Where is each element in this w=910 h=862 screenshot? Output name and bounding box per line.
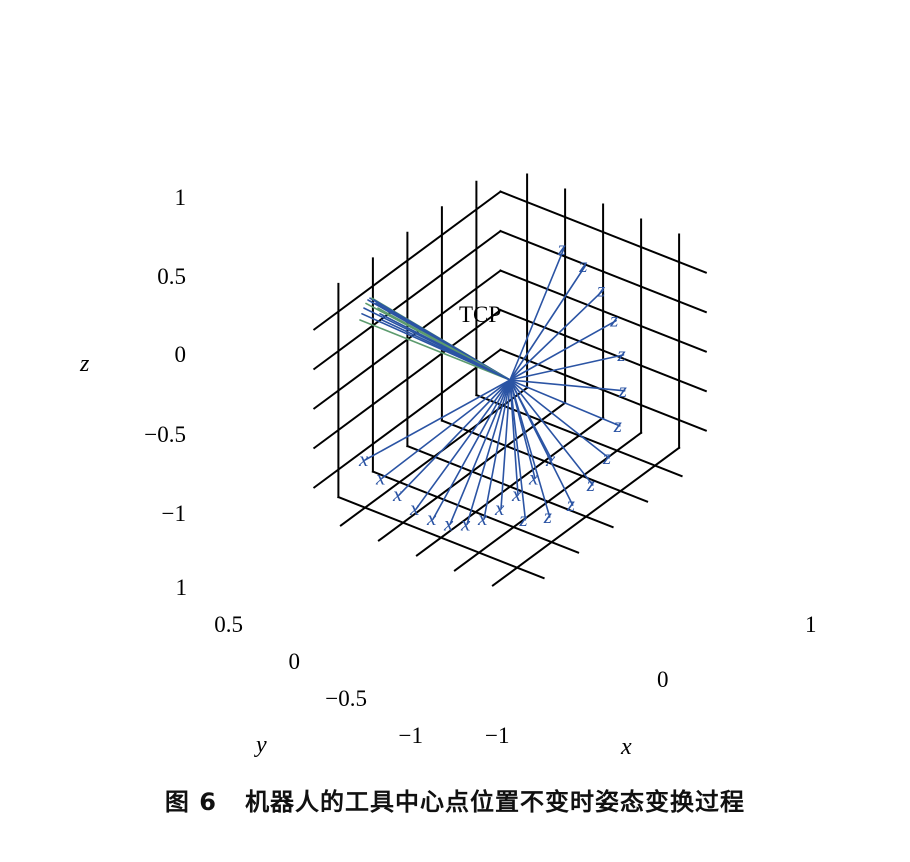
z-tick-label: −0.5 [144, 422, 186, 447]
tool-x-axis-label: x [460, 511, 471, 535]
figure-caption-text: 机器人的工具中心点位置不变时姿态变换过程 [245, 788, 746, 816]
tool-x-axis-label: x [409, 496, 420, 520]
tool-x-axis-line [398, 379, 511, 496]
tool-x-axis-line [364, 379, 511, 461]
tool-z-axis-label: z [543, 504, 552, 528]
tool-z-axis-label: z [617, 342, 626, 366]
tool-x-axis-label: x [375, 465, 386, 489]
tool-x-axis-line [509, 379, 553, 461]
tool-x-axis-label: x [528, 465, 539, 489]
tool-z-axis-label: z [602, 445, 611, 469]
tool-x-axis-label: x [443, 511, 454, 535]
tool-x-axis-line [449, 379, 511, 526]
tool-x-axis-line [466, 379, 511, 526]
z-tick-label: 1 [175, 185, 187, 210]
y-tick-label: 0 [289, 649, 301, 674]
tcp-annotation: TCP [459, 302, 501, 327]
tool-x-axis-line [415, 379, 511, 510]
x-tick-label: −1 [485, 723, 509, 748]
tool-z-axis-label: z [557, 236, 566, 260]
tool-x-axis-label: x [426, 506, 437, 530]
tool-x-axis-label: x [511, 482, 522, 506]
y-axis-label: y [254, 732, 267, 758]
tool-y-axis-line [381, 319, 511, 381]
x-tick-label: 0 [657, 667, 669, 692]
tool-y-axis-line [359, 319, 511, 381]
z-axis-label: z [79, 351, 90, 377]
grid-line [475, 393, 683, 478]
grid-line [337, 495, 545, 580]
grid-line [406, 444, 614, 529]
tool-z-axis-line [509, 379, 621, 427]
tool-x-axis-line [500, 379, 511, 510]
tool-x-axis-line [483, 379, 511, 520]
tool-x-axis-label: x [358, 447, 369, 471]
z-tick-label: 0 [175, 342, 187, 367]
tool-x-axis-line [381, 379, 511, 480]
x-tick-label: 1 [805, 612, 817, 637]
tool-z-axis-line [509, 248, 565, 381]
grid-line [440, 419, 649, 503]
tool-z-axis-label: z [566, 492, 575, 516]
tool-x-axis-label: x [477, 506, 488, 530]
tool-z-axis-label: z [518, 507, 527, 531]
tool-z-axis-label: z [613, 413, 622, 437]
tool-z-axis-label: z [578, 253, 587, 277]
tool-z-axis-label: z [618, 378, 627, 402]
tool-x-axis-label: x [494, 496, 505, 520]
figure-caption: 图 6 机器人的工具中心点位置不变时姿态变换过程 [0, 782, 910, 817]
tool-z-axis-label: z [586, 472, 595, 496]
tool-z-axis-line [509, 379, 551, 518]
y-tick-label: 0.5 [214, 612, 243, 637]
figure-number: 图 6 [164, 788, 217, 816]
y-tick-label: 1 [176, 575, 188, 600]
y-tick-label: −1 [399, 723, 423, 748]
tool-x-axis-label: x [545, 447, 556, 471]
grid-line [371, 470, 580, 554]
tool-z-axis-line [509, 379, 594, 486]
tool-x-axis-label: x [392, 482, 403, 506]
tool-z-axis-label: z [609, 308, 618, 332]
x-axis-label: x [620, 734, 632, 760]
tool-z-axis-line [509, 354, 625, 381]
tool-x-axis-line [432, 379, 511, 520]
tool-z-axis-line [509, 379, 527, 521]
tool-z-axis-line [509, 265, 587, 381]
tool-z-axis-label: z [596, 277, 605, 301]
z-tick-label: −1 [162, 501, 186, 526]
tool-z-axis-line [509, 289, 604, 381]
tool-z-axis-line [509, 379, 626, 392]
tool-frame-lines [359, 248, 626, 526]
y-tick-label: −0.5 [325, 686, 367, 711]
tool-z-axis-line [509, 319, 617, 381]
z-tick-label: 0.5 [157, 264, 186, 289]
tool-z-axis-line [509, 379, 610, 459]
